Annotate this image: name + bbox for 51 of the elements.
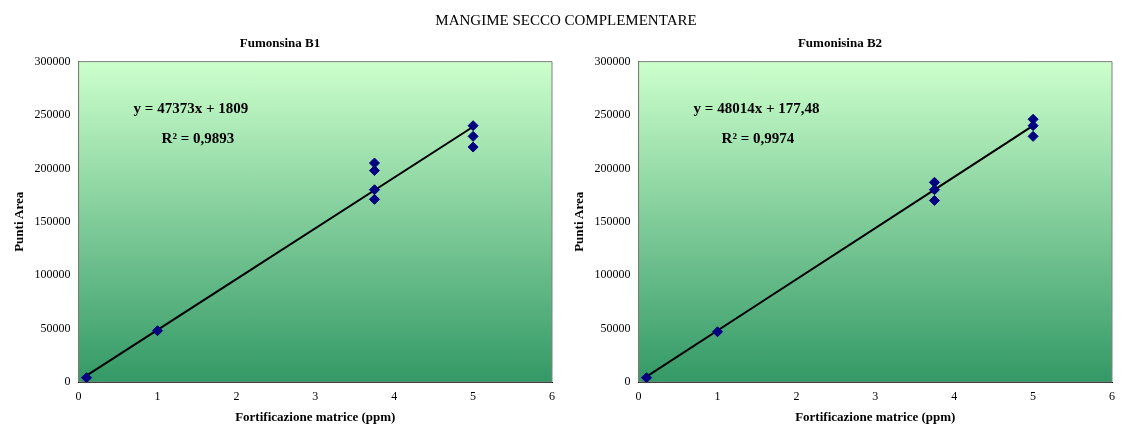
point [467,130,479,142]
point [80,372,92,382]
chart-title: Fumonsina B1 [239,35,321,51]
x-tick-label: 0 [635,389,642,404]
point [928,194,940,206]
annotation: R² = 0,9974 [721,130,795,147]
y-tick-label: 100000 [34,267,71,282]
x-tick-label: 5 [1030,389,1037,404]
x-tick-label: 4 [391,389,398,404]
y-tick-label: 50000 [40,320,71,335]
point [368,184,380,196]
point [467,120,479,132]
y-tick-label: 250000 [34,107,71,122]
annotation: y = 47373x + 1809 [133,100,249,117]
y-tick-label: 200000 [34,160,71,175]
point [1027,130,1039,142]
point [467,141,479,153]
x-tick-label: 6 [1109,389,1115,404]
annotation: R² = 0,9893 [161,130,235,147]
point [640,372,652,382]
y-tick-label: 0 [624,374,631,389]
annotation: y = 48014x + 177,48 [693,100,820,117]
y-tick-label: 250000 [594,107,631,122]
y-tick-label: 300000 [34,53,71,68]
x-tick-label: 4 [951,389,958,404]
x-tick-label: 3 [872,389,879,404]
point [712,326,723,338]
chart-title: Fumonisina B2 [797,35,883,51]
x-tick-label: 5 [470,389,477,404]
x-tick-label: 6 [549,389,555,404]
x-tick-label: 1 [714,389,721,404]
y-tick-label: 0 [64,374,71,389]
y-axis-title: Punti Area [571,191,587,252]
text: MANGIME SECCO COMPLEMENTARE [434,11,698,30]
x-tick-label: 2 [793,389,800,404]
point [152,325,163,337]
x-axis-title: Fortificazione matrice (ppm) [795,408,956,424]
x-tick-label: 3 [312,389,319,404]
x-axis-title: Fortificazione matrice (ppm) [235,408,396,424]
x-tick-label: 2 [233,389,240,404]
point [368,193,380,205]
y-tick-label: 200000 [594,160,631,175]
x-tick-label: 1 [154,389,161,404]
point [368,165,380,177]
y-axis-title: Punti Area [11,191,27,252]
y-tick-label: 300000 [594,53,631,68]
y-tick-label: 150000 [34,213,71,228]
y-tick-label: 100000 [594,267,631,282]
y-tick-label: 150000 [594,213,631,228]
x-tick-label: 0 [75,389,82,404]
y-tick-label: 50000 [600,320,631,335]
